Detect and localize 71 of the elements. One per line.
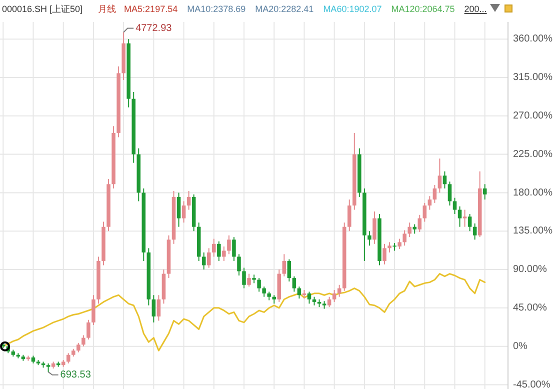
- candlestick: [66, 352, 70, 364]
- candlestick: [398, 238, 402, 250]
- text: 200...: [464, 4, 487, 14]
- candlestick: [156, 294, 161, 322]
- candlestick: [472, 222, 477, 240]
- y-tick-label: 270.00%: [513, 110, 553, 122]
- candlestick: [412, 224, 416, 234]
- candlestick: [337, 284, 342, 298]
- candlestick: [442, 170, 447, 189]
- candlestick: [428, 196, 432, 210]
- annotation: 693.53: [60, 370, 92, 381]
- candlestick: [217, 240, 221, 262]
- candlestick: [292, 276, 296, 292]
- candlestick: [182, 200, 186, 224]
- candlestick: [202, 252, 206, 270]
- candlestick: [287, 258, 292, 282]
- y-tick-label: 315.00%: [513, 72, 553, 84]
- y-tick-label: 45.00%: [513, 302, 548, 314]
- candlestick: [438, 158, 442, 194]
- candlestick: [422, 202, 427, 222]
- candlestick: [347, 199, 352, 232]
- candlestick: [418, 214, 422, 232]
- candlestick: [388, 242, 392, 253]
- candlestick: [176, 192, 181, 228]
- candlestick: [482, 184, 487, 200]
- candlestick: [242, 267, 246, 289]
- candlestick: [282, 254, 286, 277]
- candlestick: [408, 222, 412, 238]
- candlestick: [76, 342, 80, 353]
- candlestick: [432, 184, 437, 204]
- candlestick: [372, 210, 376, 244]
- y-tick-label: 225.00%: [513, 148, 553, 160]
- candlestick: [402, 230, 406, 246]
- candlestick: [232, 236, 236, 262]
- chart-title: 000016.SH [上证50]: [2, 4, 83, 14]
- text: MA5:2197.54: [124, 4, 178, 14]
- candlestick: [262, 286, 266, 298]
- candlestick: [82, 334, 86, 347]
- candlestick: [452, 197, 457, 215]
- text: MA60:1902.07: [323, 4, 382, 14]
- candlestick: [237, 254, 241, 276]
- chart-subtitle: 月线: [98, 4, 116, 14]
- candlestick: [468, 214, 472, 232]
- candlestick: [368, 230, 372, 246]
- text: MA10:2378.69: [187, 4, 246, 14]
- candlestick: [332, 289, 336, 302]
- candlestick: [257, 278, 261, 292]
- y-tick-label: 135.00%: [513, 226, 553, 237]
- candlestick: [152, 294, 156, 323]
- candlestick: [86, 319, 90, 340]
- candlestick: [327, 296, 332, 308]
- y-tick-label: 180.00%: [513, 187, 553, 198]
- candlestick: [448, 181, 452, 206]
- candlestick: [462, 209, 467, 228]
- candlestick: [382, 243, 386, 265]
- text: MA20:2282.41: [255, 4, 314, 14]
- candlestick: [247, 273, 251, 288]
- candlestick: [227, 234, 231, 255]
- text: MA120:2064.75: [391, 4, 455, 14]
- annotation: 4772.93: [136, 22, 172, 34]
- candlestick: [307, 291, 312, 304]
- candlestick: [212, 238, 216, 258]
- y-tick-label: 0%: [513, 340, 528, 352]
- y-tick-label: -45.00%: [513, 379, 550, 389]
- candlestick: [186, 190, 191, 210]
- candlestick: [222, 246, 226, 262]
- candlestick: [458, 206, 462, 228]
- y-tick-label: 360.00%: [513, 34, 553, 45]
- candlestick: [206, 248, 211, 268]
- y-tick-label: 90.00%: [513, 264, 548, 276]
- candlestick: [92, 294, 96, 326]
